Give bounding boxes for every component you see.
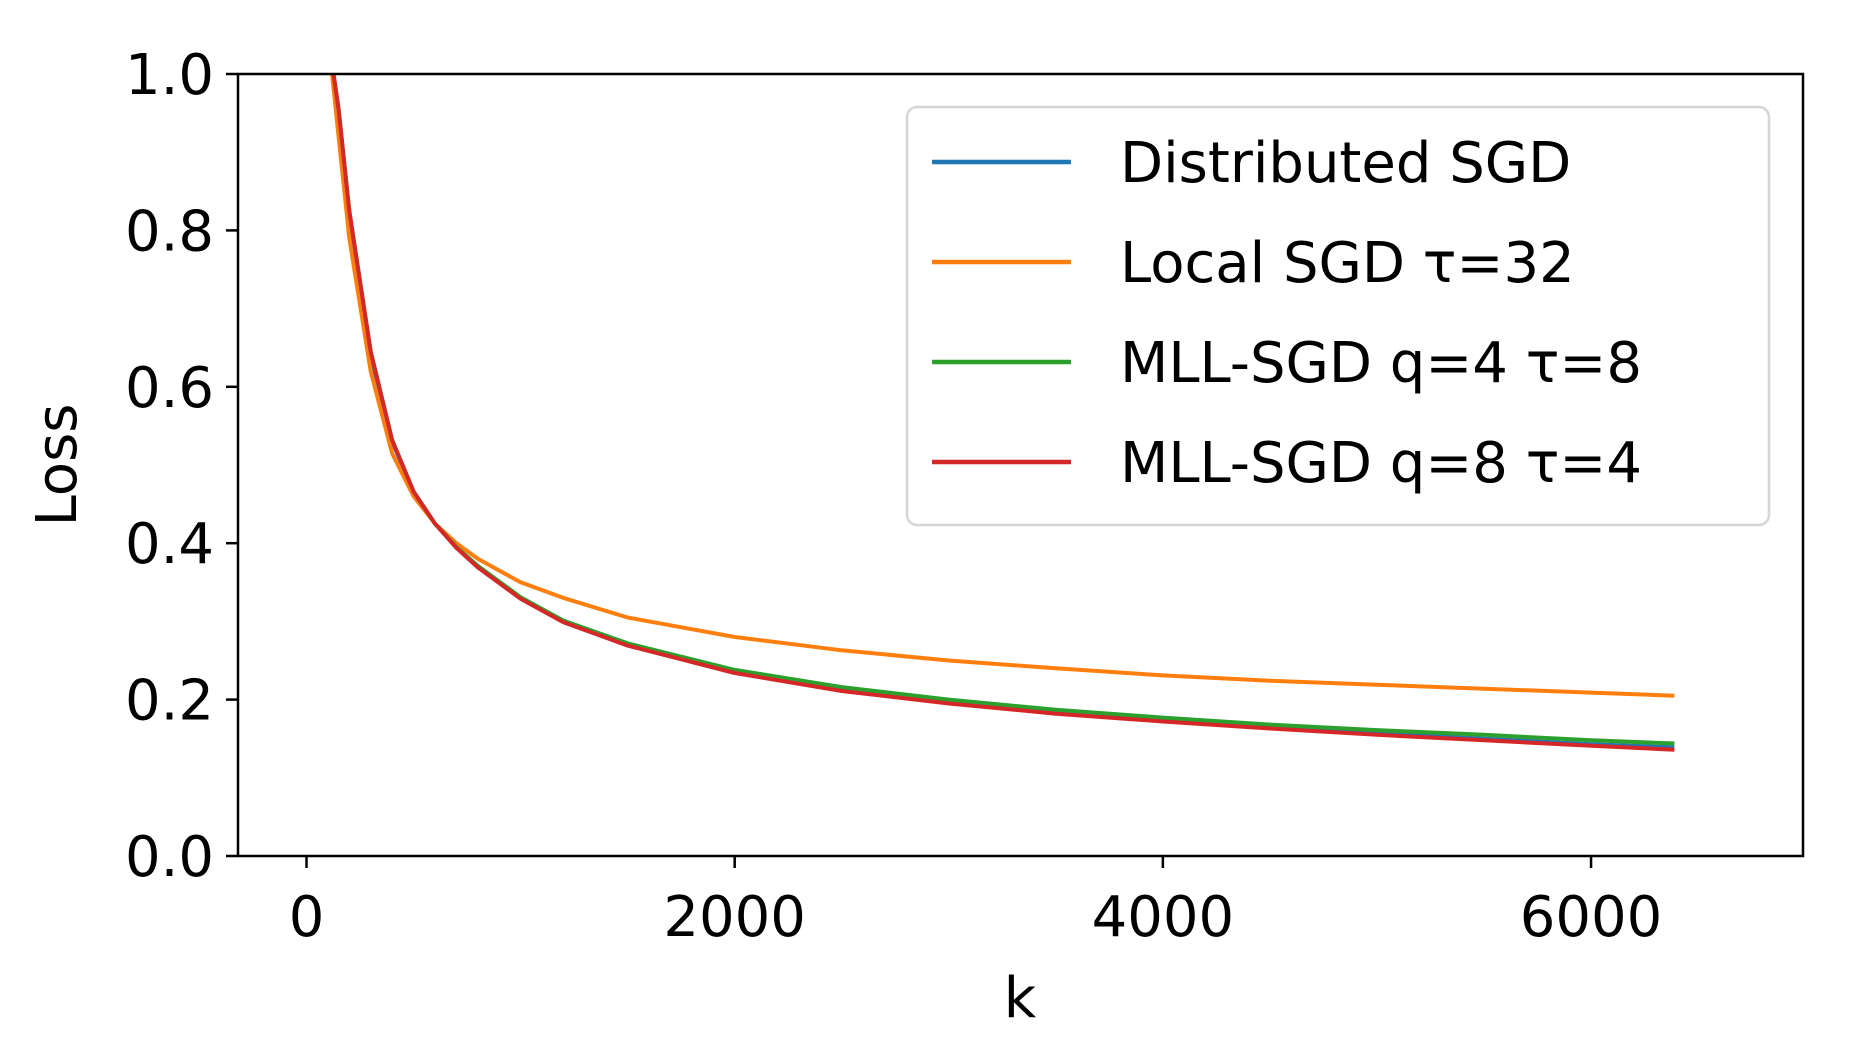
x-tick-label: 6000 bbox=[1520, 885, 1663, 950]
x-tick-label: 2000 bbox=[663, 885, 806, 950]
x-tick-label: 4000 bbox=[1092, 885, 1235, 950]
plot-frame bbox=[236, 72, 1805, 858]
legend-label-3: MLL-SGD q=4 τ=8 bbox=[1120, 331, 1642, 396]
y-tick-label: 0.6 bbox=[125, 356, 214, 421]
legend: Distributed SGD Local SGD τ=32 MLL-SGD q=4… bbox=[905, 105, 1771, 527]
y-tick-label: 0.4 bbox=[125, 512, 214, 577]
y-tick-label: 0.8 bbox=[125, 199, 214, 264]
legend-box bbox=[905, 105, 1771, 527]
y-tick-label: 1.0 bbox=[125, 43, 214, 108]
legend-label-1: Distributed SGD bbox=[1120, 131, 1571, 196]
x-axis-label: k bbox=[1004, 966, 1037, 1031]
x-tick-label: 0 bbox=[289, 885, 325, 950]
y-axis-ticks: 0.0 0.2 0.4 0.6 0.8 1.0 bbox=[125, 43, 238, 890]
y-tick-label: 0.0 bbox=[125, 825, 214, 890]
series-layer bbox=[330, 74, 1675, 752]
legend-label-4: MLL-SGD q=8 τ=4 bbox=[1120, 431, 1642, 496]
series-line-2 bbox=[330, 74, 1675, 698]
legend-label-2: Local SGD τ=32 bbox=[1120, 231, 1575, 296]
x-axis-ticks: 0 2000 4000 6000 bbox=[289, 856, 1663, 950]
series-line-4 bbox=[331, 74, 1675, 752]
y-axis-label: Loss bbox=[25, 404, 90, 527]
y-tick-label: 0.2 bbox=[125, 669, 214, 734]
